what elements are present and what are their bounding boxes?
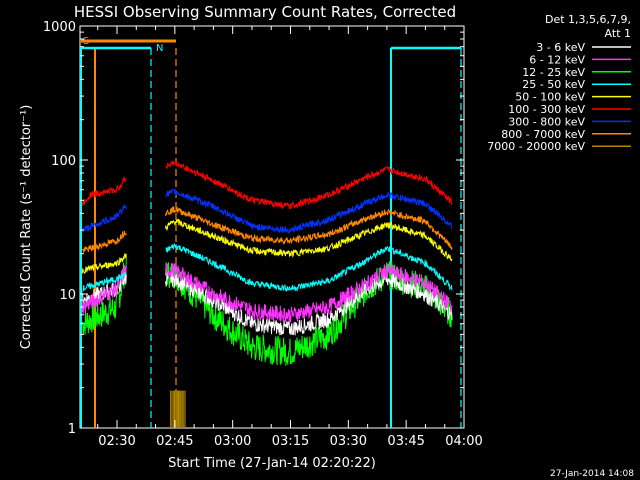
timestamp: 27-Jan-2014 14:08 [550,469,634,479]
legend-label: 6 - 12 keV [529,53,585,66]
saa-flag-label: S [83,36,89,47]
x-tick-label: 04:00 [445,434,482,449]
x-tick-label: 03:30 [330,434,367,449]
series-line [81,242,453,293]
y-tick-label: 1 [68,422,76,437]
series-line [81,160,453,210]
y-tick-label: 100 [51,154,76,169]
legend-label: 7000 - 20000 keV [487,140,585,153]
series-line [81,270,453,336]
series-line [81,218,453,274]
series-group [81,160,453,428]
legend-label: 12 - 25 keV [522,66,585,79]
legend-label: 50 - 100 keV [515,91,585,104]
series-line [81,262,453,323]
series-line [81,188,453,234]
legend-label: 3 - 6 keV [536,41,585,54]
y-axis-label: Corrected Count Rate (s⁻¹ detector⁻¹) [19,105,34,350]
x-tick-label: 03:45 [387,434,424,449]
legend-title-line1: Det 1,3,5,6,7,9, [545,13,631,26]
plot-frame [79,25,465,429]
legend-label: 300 - 800 keV [508,115,585,128]
axis-ticks: 02:30 02:45 03:00 03:15 03:30 03:45 04:00 1 10 10… [43,20,483,449]
x-tick-label: 02:45 [156,434,193,449]
legend-label: 800 - 7000 keV [501,128,585,141]
y-tick-label: 10 [59,288,76,303]
legend-label: 100 - 300 keV [508,103,585,116]
observing-intervals: SN [80,36,462,428]
legend-label: 25 - 50 keV [522,78,585,91]
x-tick-label: 03:00 [214,434,251,449]
x-tick-label: 02:30 [98,434,135,449]
chart-title: HESSI Observing Summary Count Rates, Cor… [74,3,456,21]
series-line [81,206,453,253]
x-axis-label: Start Time (27-Jan-14 02:20:22) [168,456,376,471]
y-tick-label: 1000 [43,20,76,35]
night-flag-label: N [156,43,163,54]
x-tick-label: 03:15 [272,434,309,449]
legend-title-line2: Att 1 [605,27,631,40]
